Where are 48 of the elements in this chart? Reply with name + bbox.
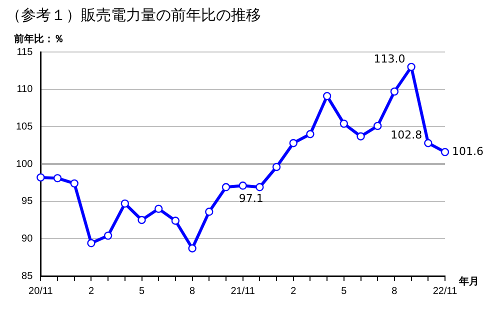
point bbox=[53, 174, 62, 182]
point bbox=[322, 92, 332, 100]
point bbox=[87, 239, 96, 248]
data-label: 102.8 bbox=[390, 128, 422, 142]
y-tick-label: 85 bbox=[22, 270, 34, 282]
x-tick-label: 8 bbox=[190, 286, 196, 297]
y-tick-label: 110 bbox=[16, 84, 34, 96]
point bbox=[374, 122, 382, 130]
x-tick-label: 20/11 bbox=[28, 286, 54, 297]
point bbox=[289, 138, 298, 148]
point bbox=[306, 130, 314, 138]
point bbox=[70, 179, 78, 188]
point bbox=[340, 120, 348, 128]
point bbox=[205, 208, 214, 216]
point bbox=[424, 138, 432, 148]
x-tick-label: 21/11 bbox=[230, 286, 256, 297]
data-label: 113.0 bbox=[374, 52, 406, 66]
data-label: 101.6 bbox=[452, 144, 484, 158]
x-tick-label: 2 bbox=[88, 286, 94, 297]
x-tick-label: 22/11 bbox=[432, 286, 458, 297]
point bbox=[104, 232, 112, 240]
point bbox=[154, 204, 163, 213]
point bbox=[390, 87, 399, 96]
point bbox=[238, 182, 247, 190]
point bbox=[272, 162, 281, 172]
data-label: 97.1 bbox=[238, 192, 264, 206]
chart-title: （参考１）販売電力量の前年比の推移 bbox=[6, 6, 261, 25]
x-tick-label: 8 bbox=[392, 286, 398, 297]
x-tick-label: 5 bbox=[138, 286, 145, 297]
point bbox=[171, 216, 180, 225]
point bbox=[407, 62, 416, 72]
y-axis-title: 前年比：％ bbox=[14, 32, 64, 46]
y-tick-label: 90 bbox=[22, 233, 34, 244]
point bbox=[440, 148, 450, 156]
y-tick-label: 100 bbox=[16, 158, 34, 170]
y-tick-label: 115 bbox=[16, 46, 34, 58]
y-tick-label: 105 bbox=[16, 121, 34, 132]
point bbox=[356, 132, 365, 140]
point bbox=[188, 244, 196, 252]
point bbox=[120, 199, 130, 208]
point bbox=[36, 173, 45, 182]
x-tick-label: 5 bbox=[341, 286, 348, 297]
x-axis-title: 年月 bbox=[458, 276, 479, 288]
point bbox=[256, 183, 264, 192]
point bbox=[222, 183, 230, 192]
point bbox=[138, 216, 146, 224]
y-tick-label: 95 bbox=[22, 196, 34, 208]
x-tick-label: 2 bbox=[290, 286, 297, 297]
